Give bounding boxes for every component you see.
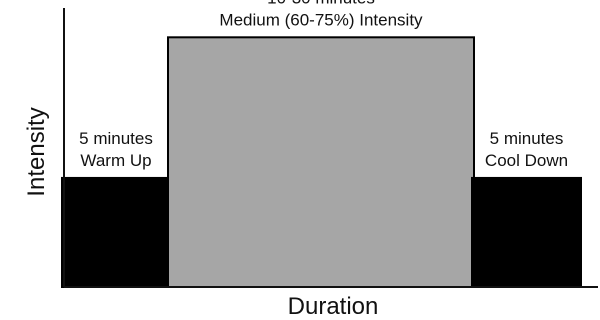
bar-warm-up xyxy=(61,176,171,288)
bar-medium xyxy=(167,36,475,289)
label-warm-up-line-1: 5 minutes xyxy=(79,129,153,148)
label-medium-line-1: 10-30 minutes xyxy=(267,0,375,7)
label-warm-up-line-2: Warm Up xyxy=(80,151,151,170)
label-cool-down-line-1: 5 minutes xyxy=(490,129,564,148)
label-cool-down-line-2: Cool Down xyxy=(485,151,568,170)
bar-cool-down xyxy=(471,176,582,288)
bars-group xyxy=(61,36,582,289)
x-axis-title: Duration xyxy=(288,293,379,320)
y-axis-title: Intensity xyxy=(23,107,50,196)
label-medium-line-2: Medium (60-75%) Intensity xyxy=(219,10,423,29)
segment-labels-group: 5 minutes Warm Up 10-30 minutes Medium (60-… xyxy=(79,0,568,170)
